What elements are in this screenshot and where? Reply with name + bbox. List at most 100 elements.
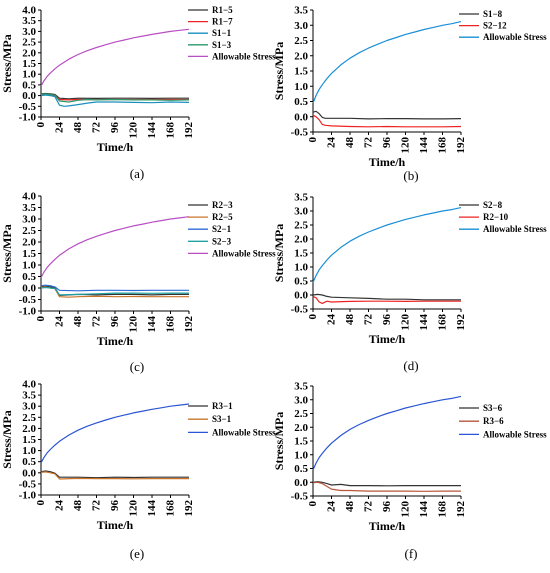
chart-panel: -1.0-0.50.00.51.01.52.02.53.03.54.0 0 24 48…	[0, 5, 276, 182]
legend-label: R2−10	[483, 212, 509, 222]
x-axis-label: Time/h	[369, 519, 406, 533]
y-tick-label: 2.0	[22, 423, 36, 435]
x-tick-label: 72	[91, 500, 103, 512]
legend-label: S2−8	[483, 200, 503, 210]
series-line	[40, 28, 190, 87]
y-tick-label: 0.5	[22, 456, 36, 468]
y-tick-label: 3.0	[22, 26, 36, 38]
x-tick-label: 96	[109, 500, 121, 512]
series-line	[40, 92, 189, 100]
legend-label: S2−12	[483, 21, 507, 31]
y-tick-label: 2.0	[294, 422, 308, 434]
y-tick-label: 0.0	[294, 290, 308, 302]
x-tick-label: 24	[54, 122, 66, 134]
x-tick-label: 24	[326, 314, 338, 326]
panel-caption: (b)	[403, 168, 418, 183]
x-axis-label: Time/h	[97, 518, 134, 532]
y-axis-label: Stress/MPa	[272, 42, 286, 100]
y-tick-label: 2.5	[22, 37, 36, 49]
y-tick-label: 1.0	[22, 69, 36, 81]
chart-panel: -1.0-0.50.00.51.01.52.02.53.03.54.0 0 24 48…	[0, 191, 276, 375]
y-tick-label: 2.5	[22, 225, 36, 237]
y-tick-label: 1.0	[294, 81, 308, 93]
legend-label: S2−1	[212, 224, 232, 234]
legend-label: R2−3	[212, 200, 233, 210]
legend-label: S1−3	[212, 40, 232, 50]
y-tick-label: 0.0	[22, 90, 36, 102]
x-tick-label: 48	[72, 122, 84, 134]
series-line	[40, 94, 190, 107]
x-tick-label: 144	[418, 501, 430, 518]
x-tick-label: 168	[437, 501, 449, 518]
x-tick-label: 72	[91, 122, 103, 134]
y-tick-label: -1.0	[19, 490, 37, 502]
x-tick-label: 0	[307, 314, 319, 320]
x-axis-label: Time/h	[369, 155, 406, 169]
x-tick-label: 48	[344, 314, 356, 326]
x-tick-label: 120	[128, 316, 140, 333]
legend-label: R1−7	[212, 17, 233, 27]
x-tick-label: 0	[35, 122, 47, 128]
y-tick-label: 0.5	[294, 276, 308, 288]
y-tick-label: 2.0	[22, 47, 36, 59]
x-tick-label: 48	[344, 137, 356, 149]
x-tick-label: 72	[363, 314, 375, 326]
y-tick-label: 4.0	[22, 379, 36, 391]
legend-label: R2−5	[212, 212, 233, 222]
series-line	[40, 403, 190, 464]
y-tick-label: 2.5	[294, 408, 308, 420]
x-tick-label: 48	[72, 500, 84, 512]
y-tick-label: 1.5	[22, 58, 36, 70]
x-tick-label: 96	[381, 314, 393, 326]
legend-label: Allowable Stress	[483, 429, 547, 439]
x-tick-label: 0	[307, 137, 319, 143]
series-line	[312, 293, 461, 301]
y-tick-label: 3.0	[294, 394, 308, 406]
x-tick-label: 96	[109, 316, 121, 328]
x-tick-label: 168	[437, 314, 449, 331]
y-tick-label: 3.5	[294, 381, 308, 393]
y-tick-label: 2.5	[294, 35, 308, 47]
series-line	[312, 21, 462, 104]
x-tick-label: 24	[54, 316, 66, 328]
y-tick-label: 3.5	[294, 5, 308, 17]
series-line	[40, 470, 189, 479]
x-tick-label: 144	[418, 137, 430, 154]
y-tick-label: 2.0	[294, 50, 308, 62]
x-tick-label: 192	[455, 137, 467, 154]
y-tick-label: 2.0	[22, 237, 36, 249]
y-tick-label: -1.0	[19, 306, 37, 318]
x-tick-label: 144	[418, 314, 430, 331]
series-line	[312, 110, 462, 120]
legend-label: Allowable Stress	[212, 427, 276, 437]
y-tick-label: -0.5	[291, 304, 309, 316]
series-line	[312, 481, 461, 487]
x-tick-label: 192	[183, 500, 195, 517]
x-tick-label: 72	[363, 137, 375, 149]
y-tick-label: 1.5	[22, 248, 36, 260]
legend-label: S3−6	[483, 403, 503, 413]
legend-label: S1−1	[212, 28, 232, 38]
y-tick-label: 2.5	[22, 412, 36, 424]
y-axis-label: Stress/MPa	[0, 34, 14, 92]
x-tick-label: 48	[72, 316, 84, 328]
x-tick-label: 168	[437, 137, 449, 154]
series-line	[40, 286, 189, 296]
x-tick-label: 168	[165, 500, 177, 517]
x-axis-label: Time/h	[97, 334, 134, 348]
x-tick-label: 24	[326, 137, 338, 149]
y-tick-label: 3.5	[294, 192, 308, 204]
panel-caption: (d)	[403, 358, 418, 373]
y-tick-label: 0.0	[294, 477, 308, 489]
x-tick-label: 120	[400, 314, 412, 331]
legend-label: R3−1	[212, 401, 233, 411]
x-tick-label: 192	[183, 316, 195, 333]
y-tick-label: 3.5	[22, 15, 36, 27]
legend-label: Allowable Stress	[212, 248, 276, 258]
series-line	[312, 207, 462, 283]
y-tick-label: 3.0	[22, 401, 36, 413]
panel-caption: (e)	[130, 546, 144, 561]
panel-caption: (a)	[130, 166, 144, 181]
y-tick-label: 1.5	[294, 436, 308, 448]
